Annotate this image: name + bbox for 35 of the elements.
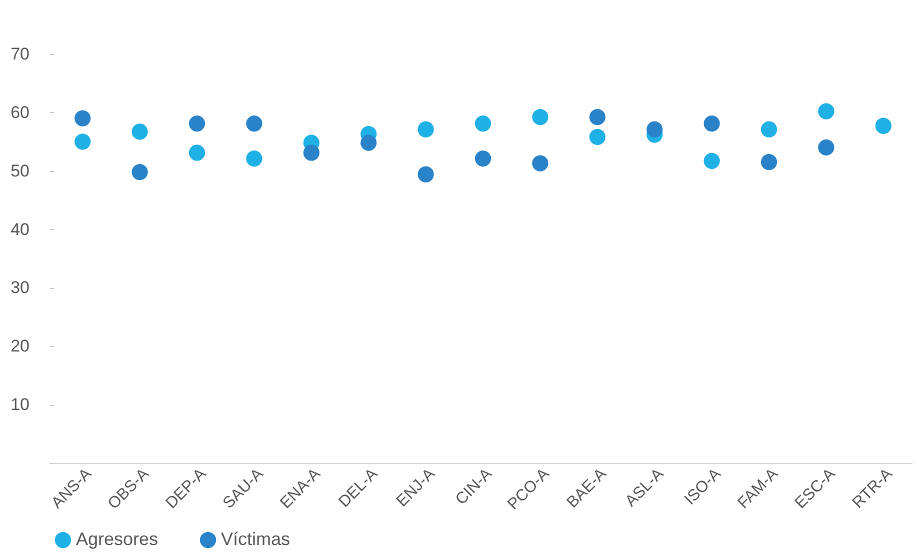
point	[646, 121, 663, 138]
point	[74, 134, 91, 150]
point	[532, 155, 548, 172]
point	[418, 166, 434, 182]
point	[188, 115, 206, 132]
point	[589, 128, 606, 146]
point	[532, 109, 548, 126]
point	[875, 118, 892, 134]
point	[188, 144, 206, 161]
y-tick-label: 50	[10, 161, 30, 180]
point	[474, 150, 492, 167]
point	[760, 154, 778, 170]
point	[303, 144, 320, 161]
point	[132, 124, 148, 140]
point	[704, 115, 720, 132]
point	[589, 109, 606, 126]
legend-label: Víctimas	[221, 529, 290, 549]
point	[760, 121, 778, 138]
y-tick-label: 10	[10, 395, 30, 414]
legend-label: Agresores	[76, 529, 158, 549]
y-tick-label: 20	[10, 336, 30, 356]
point	[474, 115, 492, 132]
point	[360, 134, 377, 151]
point	[246, 150, 262, 167]
y-tick-label: 40	[10, 220, 30, 239]
point	[74, 110, 91, 126]
point	[704, 152, 720, 169]
y-tick-label: 60	[10, 102, 30, 122]
point	[246, 115, 262, 132]
point	[418, 121, 434, 138]
y-tick-label: 30	[10, 278, 30, 298]
point	[818, 103, 834, 120]
y-tick-label: 70	[10, 44, 30, 64]
point	[132, 164, 148, 180]
point	[818, 139, 834, 156]
